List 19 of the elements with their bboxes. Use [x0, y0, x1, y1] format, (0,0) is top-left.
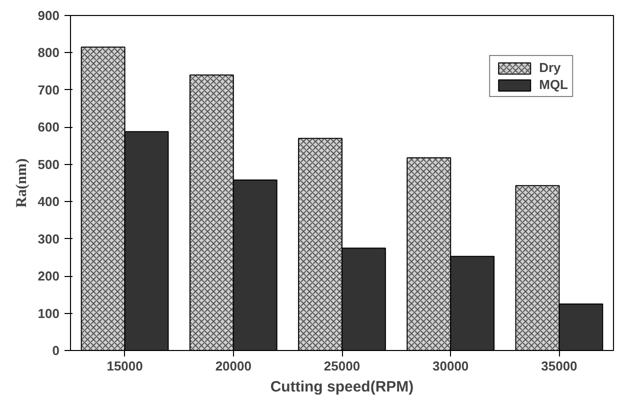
x-tick-label: 20000 — [215, 358, 252, 374]
y-axis-title: Ra(nm) — [14, 158, 30, 208]
x-axis-title: Cutting speed(RPM) — [270, 378, 414, 396]
y-tick-label: 600 — [38, 120, 60, 135]
x-tick-label: 30000 — [432, 358, 469, 374]
legend-label: MQL — [539, 77, 568, 92]
y-tick-label: 400 — [38, 194, 60, 210]
legend-label: Dry — [539, 60, 561, 75]
y-tick-label: 900 — [38, 8, 60, 23]
y-tick-label: 300 — [38, 231, 60, 246]
y-tick-label: 700 — [38, 82, 60, 98]
x-tick-label: 35000 — [541, 358, 578, 374]
y-tick-label: 100 — [38, 306, 60, 321]
y-tick-label: 800 — [38, 45, 60, 60]
y-tick-label: 0 — [52, 343, 60, 358]
y-tick-label: 500 — [38, 156, 60, 172]
x-tick-label: 25000 — [324, 358, 360, 374]
y-tick-label: 200 — [38, 268, 60, 284]
x-tick-label: 15000 — [106, 358, 143, 374]
